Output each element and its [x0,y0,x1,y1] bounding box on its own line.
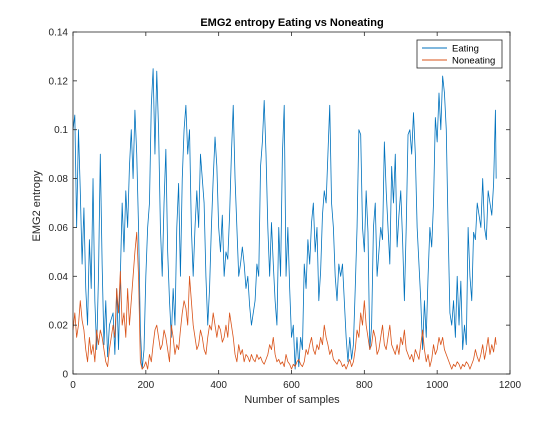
x-tick-label: 1000 [426,380,449,391]
chart-title: EMG2 entropy Eating vs Noneating [200,17,383,29]
plot-area: 0 200 400 600 800 1000 1200 0 0.02 0.04 0.06 0.08 0.… [49,28,522,392]
y-tick-label: 0.06 [49,223,69,234]
y-tick-label: 0.1 [54,125,68,136]
series-line-noneating [72,231,497,370]
y-tick-label: 0.08 [49,174,69,185]
series-line-eating [72,68,497,370]
legend-label-eating: Eating [452,44,479,55]
y-axis-label: EMG2 entropy [31,170,43,241]
y-tick-label: 0.02 [49,321,69,332]
legend-label-noneating: Noneating [452,56,495,67]
y-tick-label: 0.12 [49,76,69,87]
x-tick-label: 1200 [499,380,522,391]
x-tick-label: 800 [356,380,373,391]
y-tick-label: 0 [62,370,68,381]
x-tick-label: 600 [283,380,300,391]
x-tick-label: 400 [210,380,227,391]
y-tick-label: 0.04 [49,272,69,283]
x-tick-label: 200 [137,380,154,391]
y-tick-label: 0.14 [49,28,69,39]
legend-box [416,39,503,69]
x-axis-label: Number of samples [244,394,340,406]
x-tick-label: 0 [70,380,76,391]
axes-background [73,32,510,374]
